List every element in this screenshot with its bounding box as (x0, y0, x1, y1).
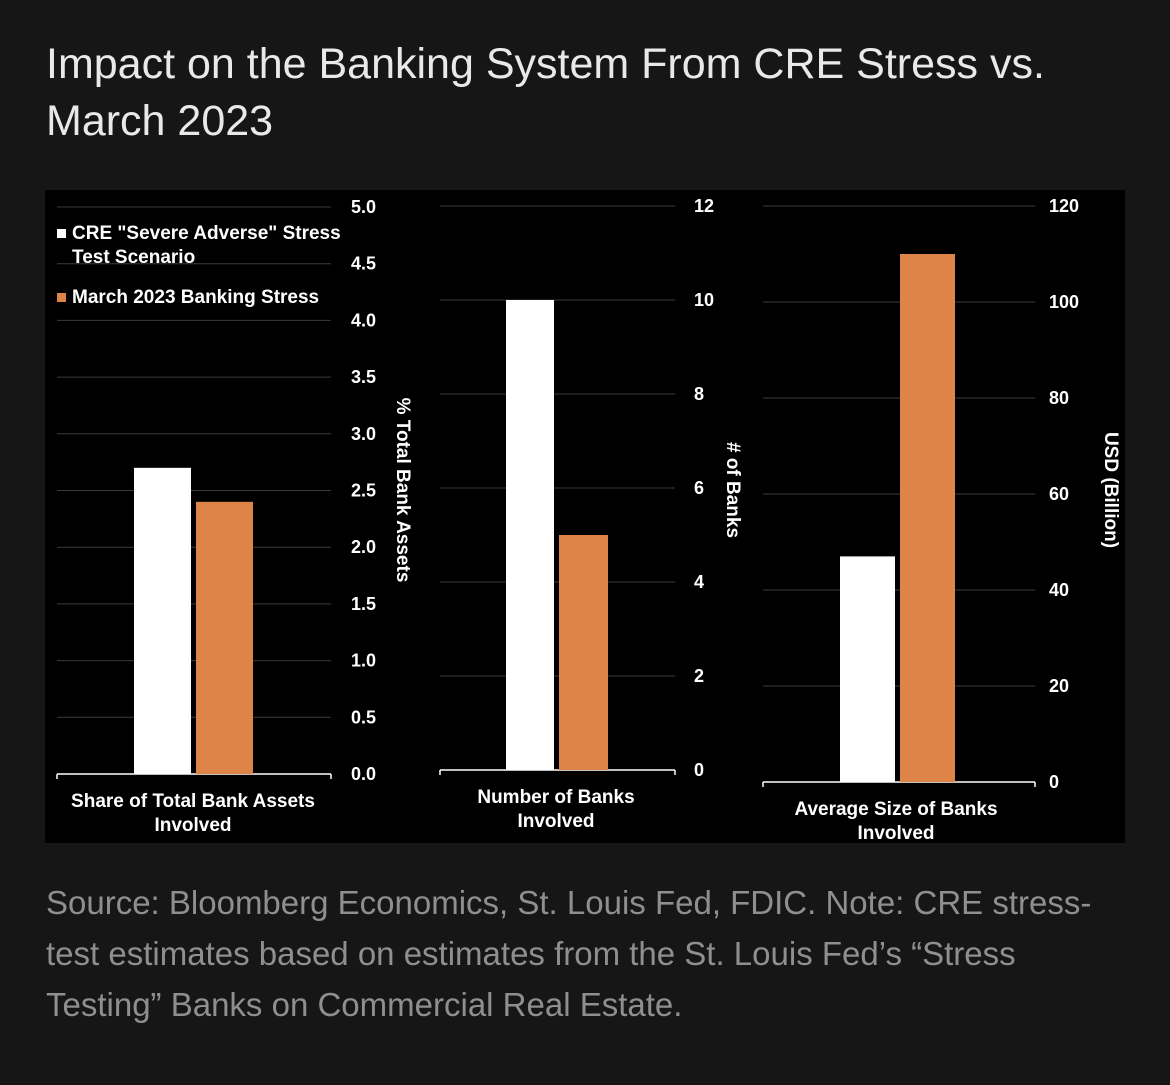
bar-share-of-assets-march-2023 (196, 501, 253, 774)
charts-svg: 0.0 0.5 1.0 1.5 2.0 2.5 3.0 3.5 4.0 4.5 5.0 % Total… (56, 196, 1121, 792)
bar-number-of-banks-march-2023 (559, 535, 608, 770)
tick-label-number-of-banks-4: 8 (694, 384, 704, 404)
tick-label-share-of-assets-6: 3.0 (351, 424, 376, 444)
tick-label-number-of-banks-1: 2 (694, 666, 704, 686)
tick-label-share-of-assets-4: 2.0 (351, 537, 376, 557)
y-axis-label-average-size: USD (Billion) (1100, 432, 1121, 548)
legend-label-cre: CRE "Severe Adverse" Stress Test Scenari… (72, 223, 341, 268)
bar-average-size-march-2023 (900, 254, 955, 782)
tick-label-number-of-banks-6: 12 (694, 196, 714, 216)
bar-share-of-assets-cre (134, 467, 191, 774)
tick-label-share-of-assets-5: 2.5 (351, 481, 376, 501)
category-label-number-of-banks: Number of Banks Involved (477, 787, 635, 832)
tick-label-number-of-banks-5: 10 (694, 290, 714, 310)
chart-title: Impact on the Banking System From CRE St… (46, 40, 1045, 145)
chart-panel: 0.0 0.5 1.0 1.5 2.0 2.5 3.0 3.5 4.0 4.5 5.0 % Total… (45, 190, 1125, 844)
tick-label-number-of-banks-3: 6 (694, 478, 704, 498)
y-axis-label-number-of-banks: # of Banks (722, 442, 743, 538)
tick-label-share-of-assets-0: 0.0 (351, 764, 376, 784)
tick-label-average-size-1: 20 (1049, 676, 1069, 696)
tick-label-share-of-assets-2: 1.0 (351, 651, 376, 671)
tick-label-share-of-assets-1: 0.5 (351, 707, 376, 727)
legend-swatch-march-2023 (57, 293, 66, 302)
legend-item-cre: CRE "Severe Adverse" Stress Test Scenari… (57, 222, 357, 270)
legend-label-march-2023: March 2023 Banking Stress (72, 287, 320, 308)
tick-label-average-size-2: 40 (1049, 580, 1069, 600)
tick-label-share-of-assets-9: 4.5 (351, 254, 376, 274)
category-label-share-of-assets: Share of Total Bank Assets Involved (71, 791, 315, 836)
legend-item-march-2023: March 2023 Banking Stress (57, 286, 357, 310)
tick-label-number-of-banks-2: 4 (694, 572, 704, 592)
y-axis-label-share-of-assets: % Total Bank Assets (392, 398, 413, 583)
tick-label-average-size-4: 80 (1049, 388, 1069, 408)
tick-label-share-of-assets-7: 3.5 (351, 367, 376, 387)
tick-label-share-of-assets-3: 1.5 (351, 594, 376, 614)
tick-label-average-size-3: 60 (1049, 484, 1069, 504)
tick-label-number-of-banks-0: 0 (694, 760, 704, 780)
legend: CRE "Severe Adverse" Stress Test Scenari… (57, 222, 357, 326)
tick-label-average-size-6: 120 (1049, 196, 1079, 216)
bar-number-of-banks-cre (506, 300, 554, 770)
tick-label-average-size-5: 100 (1049, 292, 1079, 312)
legend-swatch-cre (57, 229, 66, 238)
bar-average-size-cre (840, 556, 895, 782)
source-note: Source: Bloomberg Economics, St. Louis F… (46, 884, 1092, 1023)
tick-label-average-size-0: 0 (1049, 772, 1059, 792)
tick-label-share-of-assets-8: 4.0 (351, 310, 376, 330)
tick-label-share-of-assets-10: 5.0 (351, 197, 376, 217)
category-label-average-size: Average Size of Banks Involved (794, 799, 998, 844)
